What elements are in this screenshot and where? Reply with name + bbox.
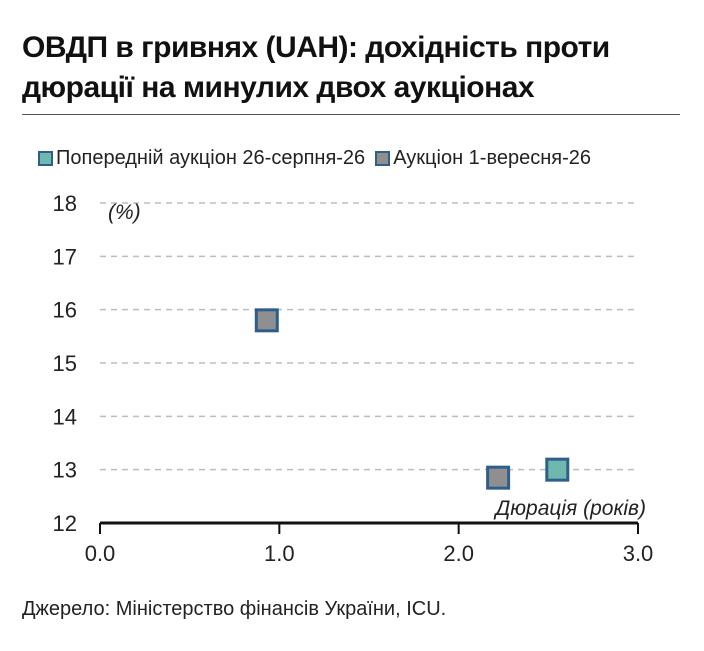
y-tick-label: 14 xyxy=(53,404,77,429)
legend-swatch-previous xyxy=(38,150,53,166)
x-tick-label: 0.0 xyxy=(85,541,116,566)
source-note: Джерело: Міністерство фінансів України, … xyxy=(22,598,447,620)
title-divider xyxy=(22,114,680,115)
y-tick-label: 17 xyxy=(53,244,77,269)
chart-title: ОВДП в гривнях (UAH): дохідність проти д… xyxy=(22,31,610,104)
chart-legend: Попередній аукціон 26-серпня-26 Аукціон … xyxy=(38,146,601,170)
legend-label-previous: Попередній аукціон 26-серпня-26 xyxy=(56,146,366,169)
x-tick-label: 3.0 xyxy=(623,541,654,566)
y-axis-label: (%) xyxy=(108,201,141,224)
x-tick-label: 1.0 xyxy=(264,541,295,566)
x-tick-label: 2.0 xyxy=(443,541,474,566)
legend-item-current-auction: Аукціон 1-вересня-26 xyxy=(375,147,591,170)
data-point-current-auction xyxy=(254,308,279,333)
y-tick-label: 15 xyxy=(53,351,77,376)
y-tick-label: 13 xyxy=(53,458,77,483)
legend-label-current: Аукціон 1-вересня-26 xyxy=(393,146,592,169)
y-tick-label: 16 xyxy=(53,298,77,323)
x-axis-label: Дюрація (років) xyxy=(493,497,646,520)
y-tick-label: 12 xyxy=(53,511,77,536)
data-point-current-auction xyxy=(486,465,511,490)
data-point-previous-auction xyxy=(545,457,570,482)
legend-item-previous-auction: Попередній аукціон 26-серпня-26 xyxy=(38,147,365,170)
y-tick-label: 18 xyxy=(53,191,77,216)
legend-swatch-current xyxy=(375,150,391,166)
